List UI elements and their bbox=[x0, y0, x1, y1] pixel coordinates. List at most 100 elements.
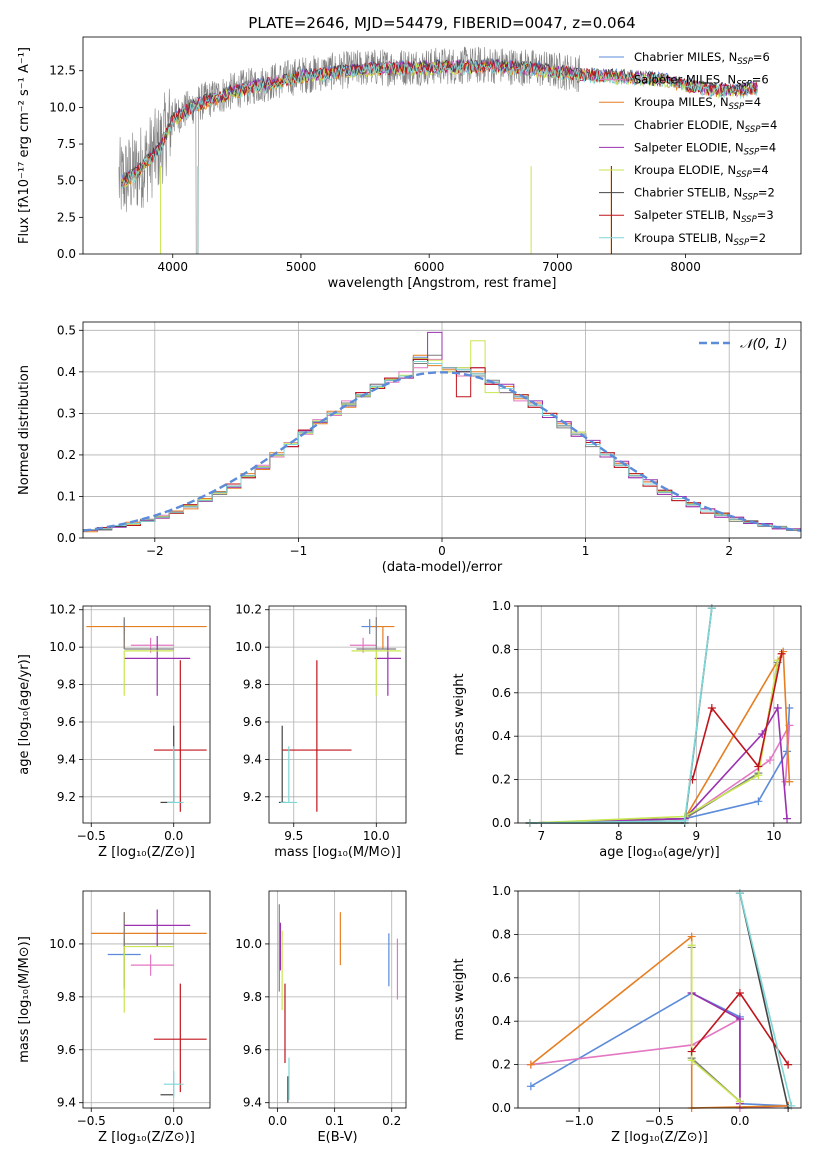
errorbar-point bbox=[356, 617, 397, 650]
weight-line bbox=[690, 947, 741, 1103]
y-tick-label: 9.8 bbox=[57, 990, 76, 1004]
legend-label-sub: SSP bbox=[745, 125, 761, 135]
legend-label-sub: SSP bbox=[736, 80, 752, 90]
weight-marker bbox=[526, 1082, 535, 1091]
legend-label-sub: SSP bbox=[734, 238, 750, 248]
x-tick-label: 7000 bbox=[542, 260, 573, 274]
y-tick-label: 0.0 bbox=[492, 1101, 511, 1115]
x-axis-label: Z [log₁₀(Z/Z⊙)] bbox=[98, 845, 195, 860]
weight-marker bbox=[773, 703, 782, 712]
age-vs-Z-panel: −0.5 0.0 9.2 9.4 9.6 9.8 10.0 10.2 Z [log₁₀(Z/Z⊙… bbox=[17, 603, 211, 860]
errorbar-point bbox=[130, 954, 174, 976]
x-axis-label: Z [log₁₀(Z/Z⊙)] bbox=[611, 1130, 708, 1145]
y-tick-label: 9.4 bbox=[243, 752, 262, 766]
x-tick-label: 5000 bbox=[286, 260, 317, 274]
weight-vs-Z-panel: −1.0 −0.5 0.0 0.0 0.2 0.4 0.6 0.8 1.0 Z [log₁₀(Z/… bbox=[452, 884, 802, 1145]
y-axis-label: mass [log₁₀(M/M⊙)] bbox=[17, 936, 32, 1063]
y-tick-label: 0.8 bbox=[492, 927, 511, 941]
weight-line bbox=[529, 648, 791, 824]
legend-label: Salpeter ELODIE, NSSP=4 bbox=[634, 140, 776, 157]
weight-line bbox=[529, 705, 788, 824]
legend-label-main: Kroupa STELIB, N bbox=[634, 231, 734, 245]
errorbar-point bbox=[371, 625, 395, 650]
errorbar-point bbox=[124, 909, 191, 947]
legend-label-tail: =6 bbox=[753, 50, 770, 64]
errorbar-point bbox=[123, 912, 174, 989]
errorbar-point bbox=[124, 635, 191, 696]
legend-label-tail: =2 bbox=[749, 231, 766, 245]
y-tick-label: 5.0 bbox=[57, 174, 76, 188]
y-tick-label: 0.5 bbox=[57, 323, 76, 337]
weight-series bbox=[525, 604, 716, 827]
mass-vs-ebv-panel: 0.0 0.1 0.2 9.4 9.6 9.8 10.0 E(B-V) bbox=[235, 890, 407, 1145]
model-line bbox=[121, 60, 758, 189]
legend-label: Salpeter MILES, NSSP=6 bbox=[634, 73, 769, 90]
legend-label: Kroupa MILES, NSSP=4 bbox=[634, 95, 761, 112]
weight-marker bbox=[735, 889, 744, 898]
weight-marker bbox=[785, 777, 794, 786]
legend-label-sub: SSP bbox=[741, 215, 757, 225]
y-tick-label: 9.4 bbox=[57, 752, 76, 766]
errorbar-point bbox=[280, 746, 298, 804]
axes-frame bbox=[82, 890, 211, 1109]
weight-vs-age-panel: 7 8 9 10 0.0 0.2 0.4 0.6 0.8 1.0 age [log₁₀(age/yr… bbox=[452, 599, 802, 860]
errorbar-point bbox=[167, 746, 184, 804]
legend-label-tail: =4 bbox=[752, 163, 769, 177]
x-tick-label: 9.5 bbox=[284, 829, 303, 843]
weight-line bbox=[529, 707, 791, 824]
errorbar-point bbox=[163, 1070, 184, 1098]
weight-marker bbox=[707, 604, 716, 613]
legend-label-sub: SSP bbox=[737, 57, 753, 67]
y-tick-label: 1.0 bbox=[492, 599, 511, 613]
y-tick-label: 0.0 bbox=[57, 531, 76, 545]
x-tick-label: −2 bbox=[146, 544, 164, 558]
weight-series bbox=[525, 604, 716, 827]
legend-label-main: Kroupa MILES, N bbox=[634, 95, 729, 109]
y-tick-label: 9.2 bbox=[57, 790, 76, 804]
y-axis-label: Flux [fλ10⁻¹⁷ erg cm⁻² s⁻¹ A⁻¹] bbox=[17, 47, 32, 244]
y-tick-label: 9.4 bbox=[243, 1096, 262, 1110]
x-tick-label: 7 bbox=[537, 829, 545, 843]
weight-marker bbox=[779, 647, 788, 656]
legend-label-sub: SSP bbox=[736, 170, 752, 180]
x-tick-label: 4000 bbox=[157, 260, 188, 274]
weight-marker bbox=[707, 703, 716, 712]
legend-label-main: Chabrier STELIB, N bbox=[634, 186, 742, 200]
weight-line bbox=[739, 893, 793, 1106]
legend-label-main: Salpeter ELODIE, N bbox=[634, 140, 744, 154]
y-tick-label: 10.0 bbox=[49, 640, 76, 654]
errorbar-point bbox=[282, 660, 352, 812]
weight-marker bbox=[687, 932, 696, 941]
axes-frame bbox=[268, 605, 407, 824]
x-axis-label: wavelength [Angstrom, rest frame] bbox=[328, 276, 557, 291]
legend-label: Kroupa STELIB, NSSP=2 bbox=[634, 231, 766, 248]
weight-series bbox=[525, 656, 782, 827]
figure-title: PLATE=2646, MJD=54479, FIBERID=0047, z=0… bbox=[248, 14, 635, 32]
legend-label-sub: SSP bbox=[742, 193, 758, 203]
y-tick-label: 1.0 bbox=[492, 884, 511, 898]
x-axis-label: mass [log₁₀(M/M⊙)] bbox=[274, 845, 401, 860]
axes-frame bbox=[82, 321, 802, 539]
legend-label-sub: SSP bbox=[744, 147, 760, 157]
y-tick-label: 9.2 bbox=[243, 790, 262, 804]
weight-marker bbox=[754, 797, 763, 806]
y-tick-label: 0.4 bbox=[492, 1014, 511, 1028]
weight-marker bbox=[735, 988, 744, 997]
weight-series bbox=[687, 941, 744, 1106]
x-axis-label: age [log₁₀(age/yr)] bbox=[599, 845, 720, 860]
weight-series bbox=[687, 988, 744, 1108]
legend-label-tail: =4 bbox=[759, 140, 776, 154]
x-tick-label: −1.0 bbox=[565, 1114, 594, 1128]
x-axis-label: Z [log₁₀(Z/Z⊙)] bbox=[98, 1130, 195, 1145]
weight-series bbox=[525, 658, 782, 827]
y-tick-label: 10.0 bbox=[235, 937, 262, 951]
errorbar-point bbox=[160, 725, 175, 804]
weight-line bbox=[529, 660, 779, 824]
weight-line bbox=[529, 608, 713, 824]
errorbar-point bbox=[153, 660, 207, 812]
weight-line bbox=[691, 653, 783, 780]
weight-marker bbox=[783, 814, 792, 823]
axes-frame bbox=[268, 890, 407, 1109]
weight-marker bbox=[735, 1015, 744, 1024]
